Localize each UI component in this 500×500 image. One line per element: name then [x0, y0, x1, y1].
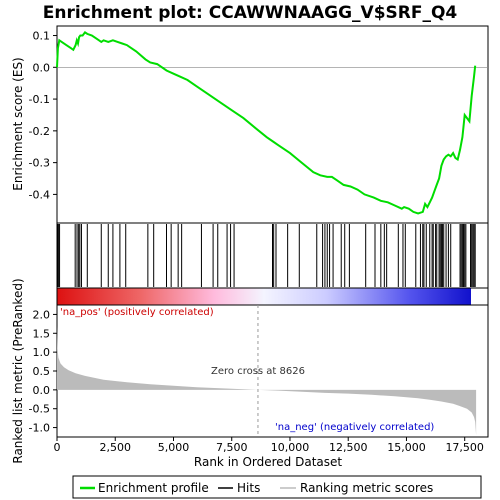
rank-color-bar	[57, 288, 471, 305]
chart-title: Enrichment plot: CCAWWNAAGG_V$SRF_Q4	[43, 3, 458, 23]
es-y-tick-label: 0.1	[33, 30, 51, 43]
es-y-tick-label: 0.0	[33, 61, 51, 74]
x-tick-label: 12,500	[329, 441, 368, 454]
metric-y-tick-label: 0.5	[33, 365, 51, 378]
metric-plot-frame	[56, 304, 489, 438]
negative-correlation-label: 'na_neg' (negatively correlated)	[275, 422, 434, 433]
metric-y-tick-label: -0.5	[29, 403, 50, 416]
legend-label-hits: Hits	[237, 481, 260, 495]
es-y-axis-label: Enrichment score (ES)	[11, 57, 25, 190]
legend: Enrichment profile Hits Ranking metric s…	[72, 475, 482, 499]
zero-cross-label: Zero cross at 8626	[211, 366, 305, 377]
metric-y-tick-label: 1.0	[33, 346, 51, 359]
es-y-tick-label: -0.4	[29, 188, 50, 201]
x-tick-label: 2,500	[99, 441, 131, 454]
ranked-metric-panel: 2.0 1.5 1.0 0.5 0.0 -0.5 -1.0 0 2,500 5,000 7,500…	[11, 278, 489, 469]
metric-y-tick-label: 0.0	[33, 384, 51, 397]
hits-panel	[56, 222, 489, 289]
x-tick-label: 7,500	[216, 441, 248, 454]
legend-box	[72, 475, 482, 499]
es-plot-frame	[56, 25, 489, 224]
x-axis-label: Rank in Ordered Dataset	[194, 455, 342, 469]
metric-y-tick-label: -1.0	[29, 422, 50, 435]
x-tick-label: 0	[54, 441, 61, 454]
enrichment-profile-line	[56, 31, 477, 215]
metric-y-tick-label: 1.5	[33, 327, 51, 340]
es-y-tick-label: -0.3	[29, 157, 50, 170]
metric-y-tick-label: 2.0	[33, 308, 51, 321]
es-y-tick-label: -0.2	[29, 125, 50, 138]
legend-label-ranking: Ranking metric scores	[300, 481, 433, 495]
legend-label-enrichment: Enrichment profile	[98, 481, 209, 495]
x-tick-label: 15,000	[387, 441, 426, 454]
x-tick-label: 17,500	[445, 441, 484, 454]
x-tick-label: 5,000	[158, 441, 190, 454]
es-y-tick-label: -0.1	[29, 93, 50, 106]
positive-correlation-label: 'na_pos' (positively correlated)	[60, 307, 214, 318]
metric-y-axis-label: Ranked list metric (PreRanked)	[11, 278, 25, 463]
enrichment-score-panel: 0.1 0.0 -0.1 -0.2 -0.3 -0.4 Enrichment score …	[11, 25, 489, 224]
x-tick-label: 10,000	[271, 441, 310, 454]
